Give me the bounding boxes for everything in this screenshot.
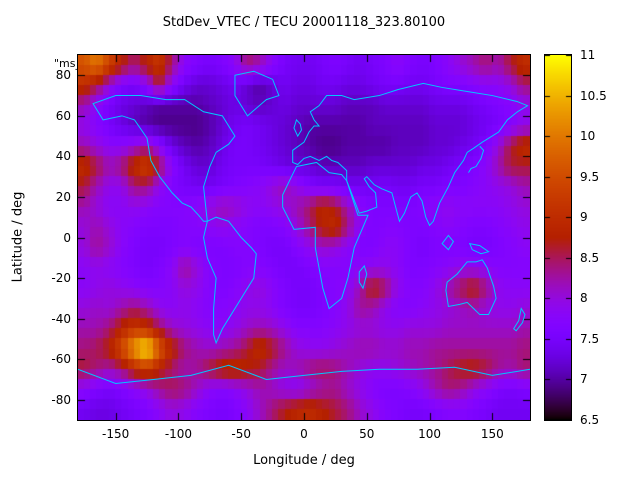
x-tick-label: 150 — [480, 427, 504, 441]
colorbar-tick-label: 6.5 — [580, 413, 600, 427]
colorbar-canvas — [545, 55, 571, 420]
x-tick-label: 100 — [418, 427, 441, 441]
y-axis-label: Latitude / deg — [10, 191, 26, 283]
colorbar-tick-label: 8.5 — [580, 250, 600, 265]
x-tick-label: -100 — [164, 427, 193, 441]
colorbar-tick-label: 10.5 — [580, 88, 607, 103]
colorbar-tick-label: 7 — [580, 372, 588, 387]
x-tick-label: -150 — [102, 427, 130, 441]
y-tick-label: 40 — [55, 149, 71, 164]
y-tick-label: 0 — [63, 230, 71, 245]
x-tick-label: -50 — [231, 427, 252, 441]
colorbar-tick-label: 9.5 — [580, 169, 600, 184]
x-tick-label: 50 — [359, 427, 375, 441]
overlay-label: "ms_ — [54, 57, 82, 70]
chart-title: StdDev_VTEC / TECU 20001118_323.80100 — [162, 15, 446, 30]
y-tick-label: -80 — [51, 392, 71, 407]
y-tick-label: 60 — [55, 108, 71, 123]
y-tick-label: -60 — [51, 352, 71, 367]
colorbar-tick-label: 9 — [580, 210, 588, 225]
x-tick-label: 0 — [300, 427, 308, 441]
plot-area — [77, 54, 531, 421]
colorbar — [544, 54, 572, 421]
colorbar-tick-label: 11 — [580, 48, 596, 62]
y-tick-label: -20 — [51, 271, 71, 286]
y-tick-label: -40 — [51, 311, 71, 326]
y-tick-label: 80 — [55, 68, 71, 83]
y-tick-label: 20 — [55, 189, 71, 204]
colorbar-tick-label: 8 — [580, 291, 588, 306]
colorbar-tick-label: 7.5 — [580, 331, 600, 346]
heatmap-canvas — [78, 55, 530, 420]
colorbar-tick-label: 10 — [580, 129, 596, 144]
x-axis-label: Longitude / deg — [253, 453, 355, 468]
